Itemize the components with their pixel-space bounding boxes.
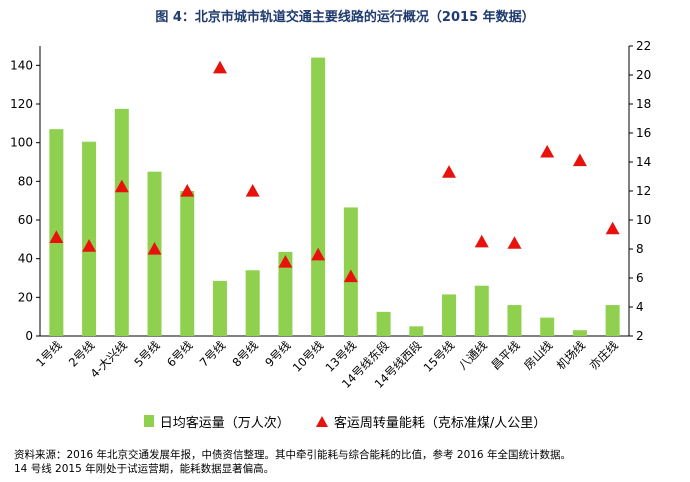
category-label: 15号线 [421, 338, 458, 375]
energy-marker [212, 60, 227, 74]
legend-triangle-swatch [315, 415, 328, 427]
category-label: 4-大兴线 [88, 338, 131, 381]
legend-item-energy: 客运周转量能耗（克标准煤/人公里） [315, 412, 547, 431]
left-tick-label: 60 [18, 213, 33, 227]
bar [82, 141, 97, 336]
category-label: 8号线 [229, 338, 261, 370]
right-tick-label: 18 [636, 97, 651, 111]
category-label: 10号线 [290, 338, 327, 375]
energy-marker [474, 234, 489, 248]
energy-marker [442, 165, 457, 178]
chart-legend: 日均客运量（万人次） 客运周转量能耗（克标准煤/人公里） [0, 410, 690, 432]
source-note: 资料来源：2016 年北京交通发展年报，中债资信整理。其中牵引能耗与综合能耗的比… [14, 449, 571, 461]
right-tick-label: 12 [636, 184, 651, 198]
left-tick-label: 140 [10, 58, 33, 72]
bar [180, 191, 195, 336]
legend-item-passenger-volume: 日均客运量（万人次） [143, 412, 290, 431]
category-label: 5号线 [131, 338, 163, 370]
right-tick-label: 6 [636, 271, 644, 285]
energy-marker [278, 255, 293, 268]
left-tick-label: 40 [18, 252, 33, 266]
category-label: 亦庄线 [586, 338, 621, 373]
energy-marker [605, 221, 620, 235]
bar [245, 270, 260, 336]
left-tick-label: 120 [10, 97, 33, 111]
bar [572, 330, 587, 336]
bar [442, 294, 457, 336]
chart-title: 图 4：北京市城市轨道交通主要线路的运行概况（2015 年数据） [155, 10, 535, 25]
energy-marker [180, 184, 195, 197]
bar [311, 57, 326, 336]
right-tick-label: 16 [636, 126, 651, 140]
right-tick-label: 14 [636, 155, 651, 169]
left-tick-label: 80 [18, 174, 33, 188]
category-label: 机场线 [554, 338, 589, 373]
energy-marker [114, 179, 129, 193]
bar [376, 311, 391, 336]
energy-marker [147, 242, 162, 255]
source-notes: 资料来源：2016 年北京交通发展年报，中债资信整理。其中牵引能耗与综合能耗的比… [14, 448, 571, 476]
category-label: 八通线 [456, 338, 491, 373]
bar [540, 317, 555, 336]
category-label: 房山线 [521, 338, 556, 373]
category-label: 昌平线 [488, 338, 523, 373]
legend-bar-swatch [143, 415, 154, 427]
energy-marker [82, 239, 97, 252]
right-tick-label: 8 [636, 242, 644, 256]
energy-marker [245, 184, 260, 197]
bar [114, 108, 129, 336]
category-label: 1号线 [33, 338, 65, 370]
left-tick-label: 0 [25, 329, 33, 343]
right-tick-label: 10 [636, 213, 651, 227]
legend-label-passenger-volume: 日均客运量（万人次） [159, 415, 290, 431]
bar [474, 285, 489, 336]
trial-operation-note: 14 号线 2015 年刚处于试运营期，能耗数据显著偏高。 [14, 463, 275, 475]
energy-marker [311, 247, 326, 261]
bar [507, 305, 522, 336]
bar [605, 305, 620, 336]
right-tick-label: 4 [636, 300, 644, 314]
bar [278, 251, 293, 336]
energy-marker [507, 236, 522, 249]
category-label: 7号线 [197, 338, 229, 370]
legend-label-energy: 客运周转量能耗（克标准煤/人公里） [333, 415, 547, 431]
energy-marker [540, 144, 555, 158]
bar [409, 326, 424, 336]
energy-marker [572, 153, 587, 167]
energy-marker [343, 269, 358, 283]
right-tick-label: 22 [636, 39, 651, 53]
right-tick-label: 20 [636, 68, 651, 82]
energy-marker [49, 230, 64, 243]
left-tick-label: 20 [18, 290, 33, 304]
category-label: 6号线 [164, 338, 196, 370]
bar [212, 280, 227, 336]
left-tick-label: 100 [10, 136, 33, 150]
right-tick-label: 2 [636, 329, 644, 343]
